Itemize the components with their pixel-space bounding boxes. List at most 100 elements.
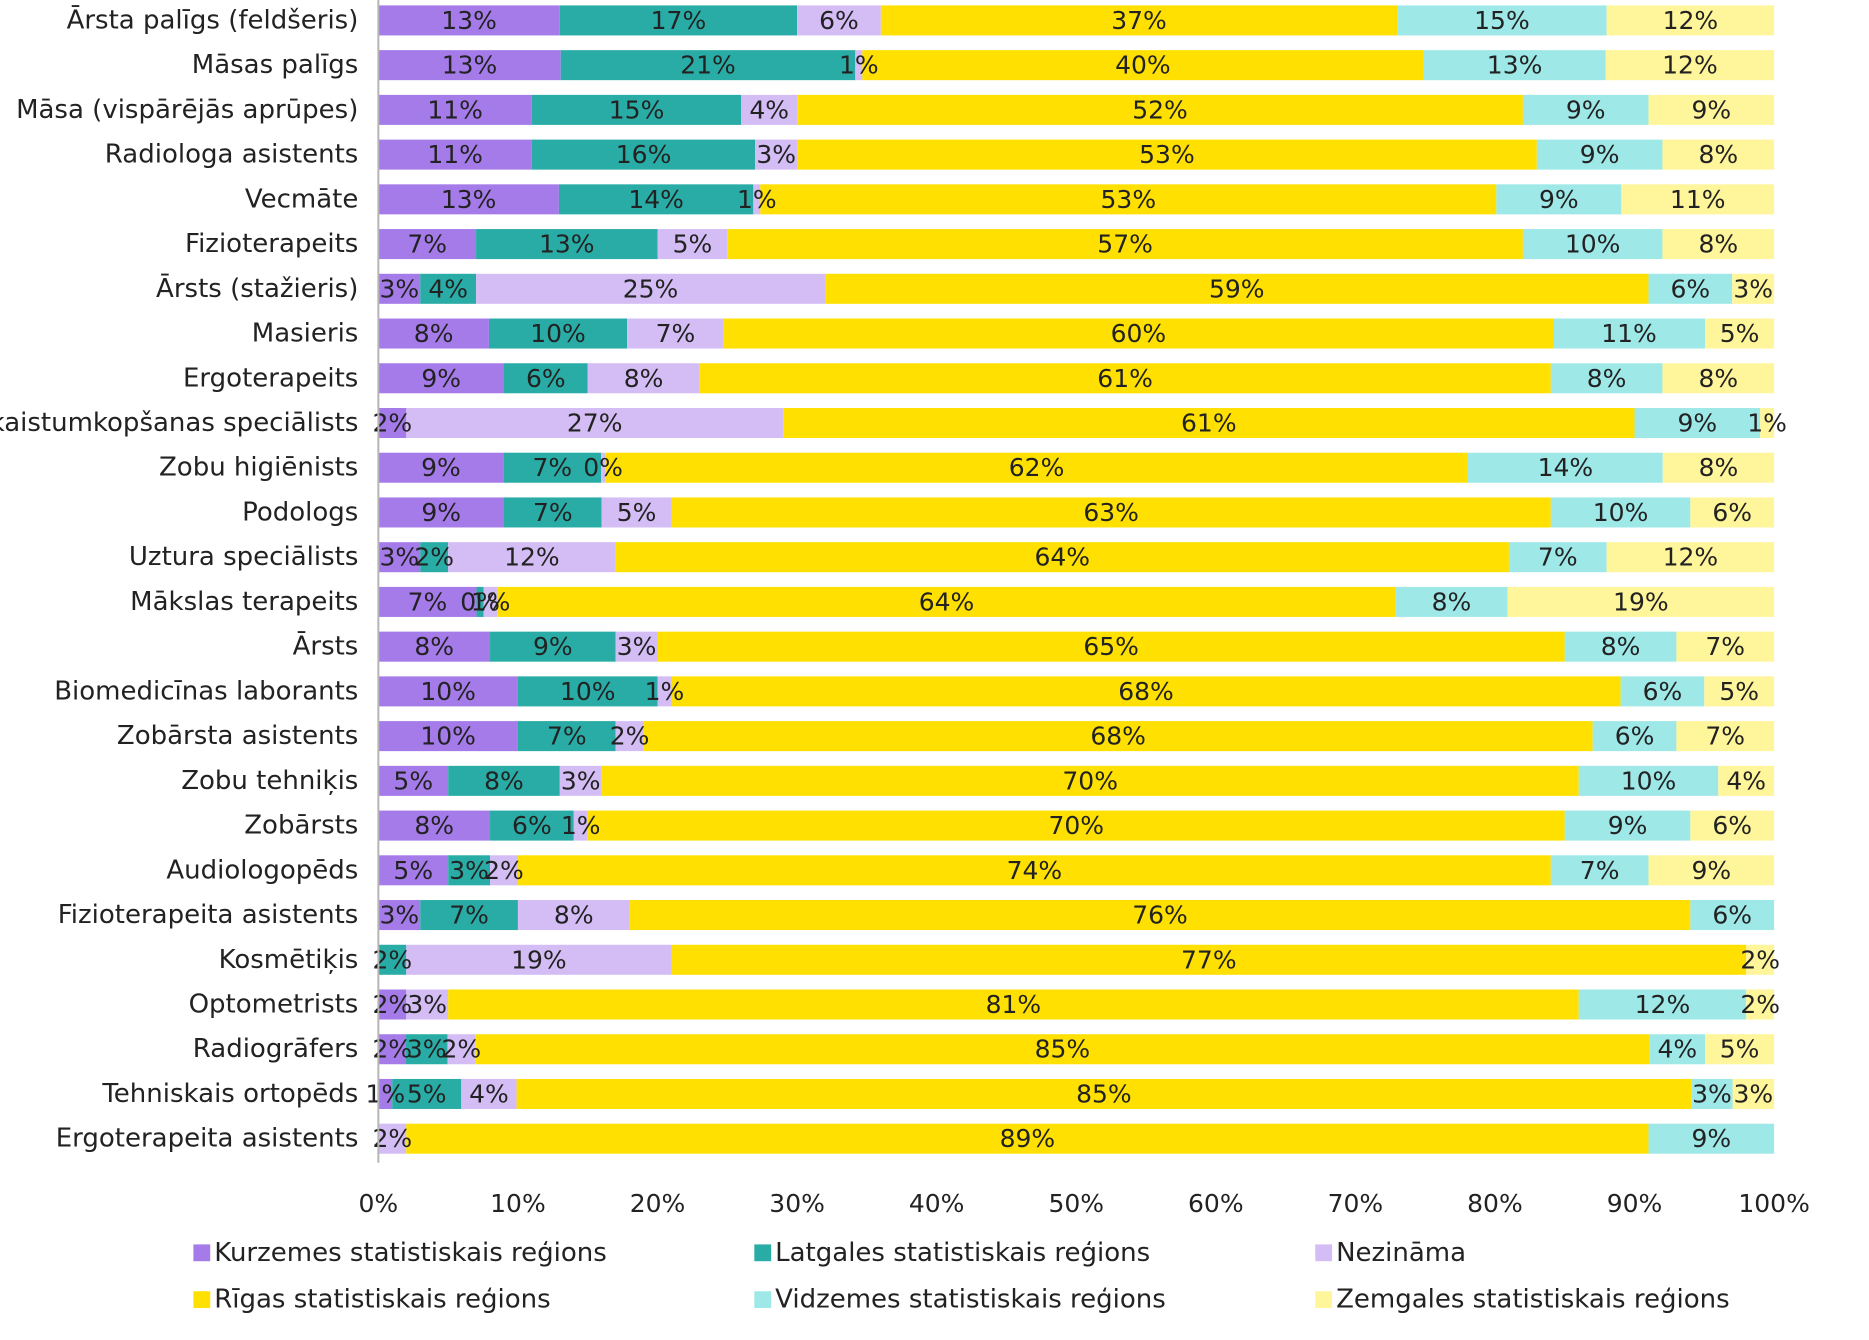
data-label: 7% (449, 901, 489, 930)
bar-segment-rigas-statistiskais-regions (517, 855, 1551, 886)
x-tick-label: 10% (490, 1189, 546, 1218)
data-label: 62% (1009, 453, 1065, 482)
data-label: 10% (1621, 766, 1677, 795)
bar-segment-nezinama (601, 452, 606, 483)
data-label: 6% (1671, 274, 1711, 303)
data-label: 3% (379, 274, 419, 303)
bar-segment-latgales-statistiskais-regions (420, 542, 449, 573)
legend-swatch (1315, 1291, 1333, 1309)
data-label: 3% (407, 1035, 447, 1064)
bar-segment-latgales-statistiskais-regions (531, 94, 742, 125)
data-label: 3% (449, 856, 489, 885)
data-label: 63% (1083, 498, 1139, 527)
data-label: 9% (1539, 185, 1579, 214)
data-label: 5% (393, 766, 433, 795)
legend-label: Rīgas statistiskais reģions (214, 1285, 550, 1315)
data-label: 57% (1097, 230, 1153, 259)
data-label: 8% (554, 901, 594, 930)
data-label: 2% (1740, 945, 1780, 974)
bar-segment-vidzemes-statistiskais-regions (1649, 1034, 1706, 1065)
data-label: 11% (1601, 319, 1657, 348)
data-label: 11% (427, 140, 483, 169)
bar-segment-vidzemes-statistiskais-regions (1690, 900, 1775, 931)
data-label: 9% (1691, 95, 1731, 124)
legend-label: Vidzemes statistiskais reģions (775, 1285, 1166, 1315)
data-label: 8% (414, 811, 454, 840)
bar-segment-nezinama (615, 721, 644, 752)
data-label: 9% (1580, 140, 1620, 169)
bar-segment-rigas-statistiskais-regions (516, 1078, 1692, 1109)
data-label: 10% (420, 722, 476, 751)
data-label: 8% (1699, 453, 1739, 482)
x-tick-label: 100% (1738, 1189, 1809, 1218)
data-label: 8% (1698, 140, 1738, 169)
data-label: 4% (1726, 766, 1766, 795)
bar-segment-kurzemes-statistiskais-regions (378, 721, 518, 752)
category-label: Māsa (vispārējās aprūpes) (16, 95, 358, 125)
bar-segment-kurzemes-statistiskais-regions (378, 542, 421, 573)
bar-segment-zemgales-statistiskais-regions (1662, 363, 1775, 394)
bar-segment-latgales-statistiskais-regions (503, 363, 588, 394)
bar-segment-latgales-statistiskais-regions (531, 139, 756, 170)
bar-segment-zemgales-statistiskais-regions (1690, 810, 1775, 841)
category-label: Zobu tehniķis (181, 766, 358, 796)
bar-segment-nezinama (755, 139, 798, 170)
data-label: 12% (1663, 6, 1719, 35)
data-label: 61% (1181, 408, 1237, 437)
data-label: 37% (1111, 6, 1167, 35)
bar-segment-latgales-statistiskais-regions (378, 944, 407, 975)
bars-layer (378, 5, 1775, 1154)
data-label: 7% (1580, 856, 1620, 885)
category-label: Podologs (242, 497, 358, 527)
bar-segment-zemgales-statistiskais-regions (1732, 273, 1775, 304)
data-label: 3% (1734, 1079, 1774, 1108)
bar-segment-nezinama (741, 94, 798, 125)
data-label: 15% (609, 95, 665, 124)
data-label: 5% (393, 856, 433, 885)
bar-segment-latgales-statistiskais-regions (490, 631, 616, 662)
data-label: 15% (1474, 6, 1530, 35)
category-label: Zobu higiēnists (159, 453, 358, 483)
data-label: 5% (407, 1079, 447, 1108)
data-label: 9% (1566, 95, 1606, 124)
data-label: 1% (645, 677, 685, 706)
data-label: 3% (756, 140, 796, 169)
bar-segment-latgales-statistiskais-regions (420, 900, 518, 931)
data-label: 3% (617, 632, 657, 661)
bar-segment-rigas-statistiskais-regions (671, 944, 1747, 975)
data-label: 7% (533, 498, 573, 527)
data-label: 25% (623, 274, 679, 303)
bar-segment-kurzemes-statistiskais-regions (378, 273, 421, 304)
bar-segment-vidzemes-statistiskais-regions (1634, 407, 1761, 439)
category-label: Ergoterapeita asistents (56, 1124, 359, 1154)
legend-swatch (1315, 1244, 1333, 1262)
data-label: 10% (1565, 230, 1621, 259)
bar-segment-vidzemes-statistiskais-regions (1564, 810, 1691, 841)
bar-segment-rigas-statistiskais-regions (862, 50, 1424, 81)
bar-segment-kurzemes-statistiskais-regions (378, 631, 491, 662)
bar-segment-rigas-statistiskais-regions (671, 676, 1621, 707)
data-label: 76% (1132, 901, 1188, 930)
data-label: 3% (379, 543, 419, 572)
category-label: Mākslas terapeits (130, 587, 358, 617)
data-label: 4% (469, 1079, 509, 1108)
bar-segment-kurzemes-statistiskais-regions (378, 1034, 407, 1065)
data-label: 2% (610, 722, 650, 751)
bar-segment-rigas-statistiskais-regions (657, 631, 1565, 662)
data-label: 3% (1733, 274, 1773, 303)
category-label: Vecmāte (245, 184, 359, 214)
bar-segment-vidzemes-statistiskais-regions (1536, 139, 1663, 170)
bar-segment-vidzemes-statistiskais-regions (1578, 989, 1747, 1020)
category-label: Ārsts (stažieris) (156, 273, 358, 304)
bar-segment-rigas-statistiskais-regions (629, 900, 1691, 931)
data-label: 27% (567, 408, 623, 437)
x-tick-label: 20% (630, 1189, 686, 1218)
bar-segment-rigas-statistiskais-regions (475, 1034, 1650, 1065)
bar-segment-vidzemes-statistiskais-regions (1496, 184, 1622, 215)
bar-segment-nezinama (627, 318, 724, 349)
bar-segment-kurzemes-statistiskais-regions (378, 1078, 393, 1109)
data-label: 13% (441, 185, 497, 214)
data-label: 19% (1613, 587, 1669, 616)
category-label: Fizioterapeita asistents (58, 900, 359, 930)
